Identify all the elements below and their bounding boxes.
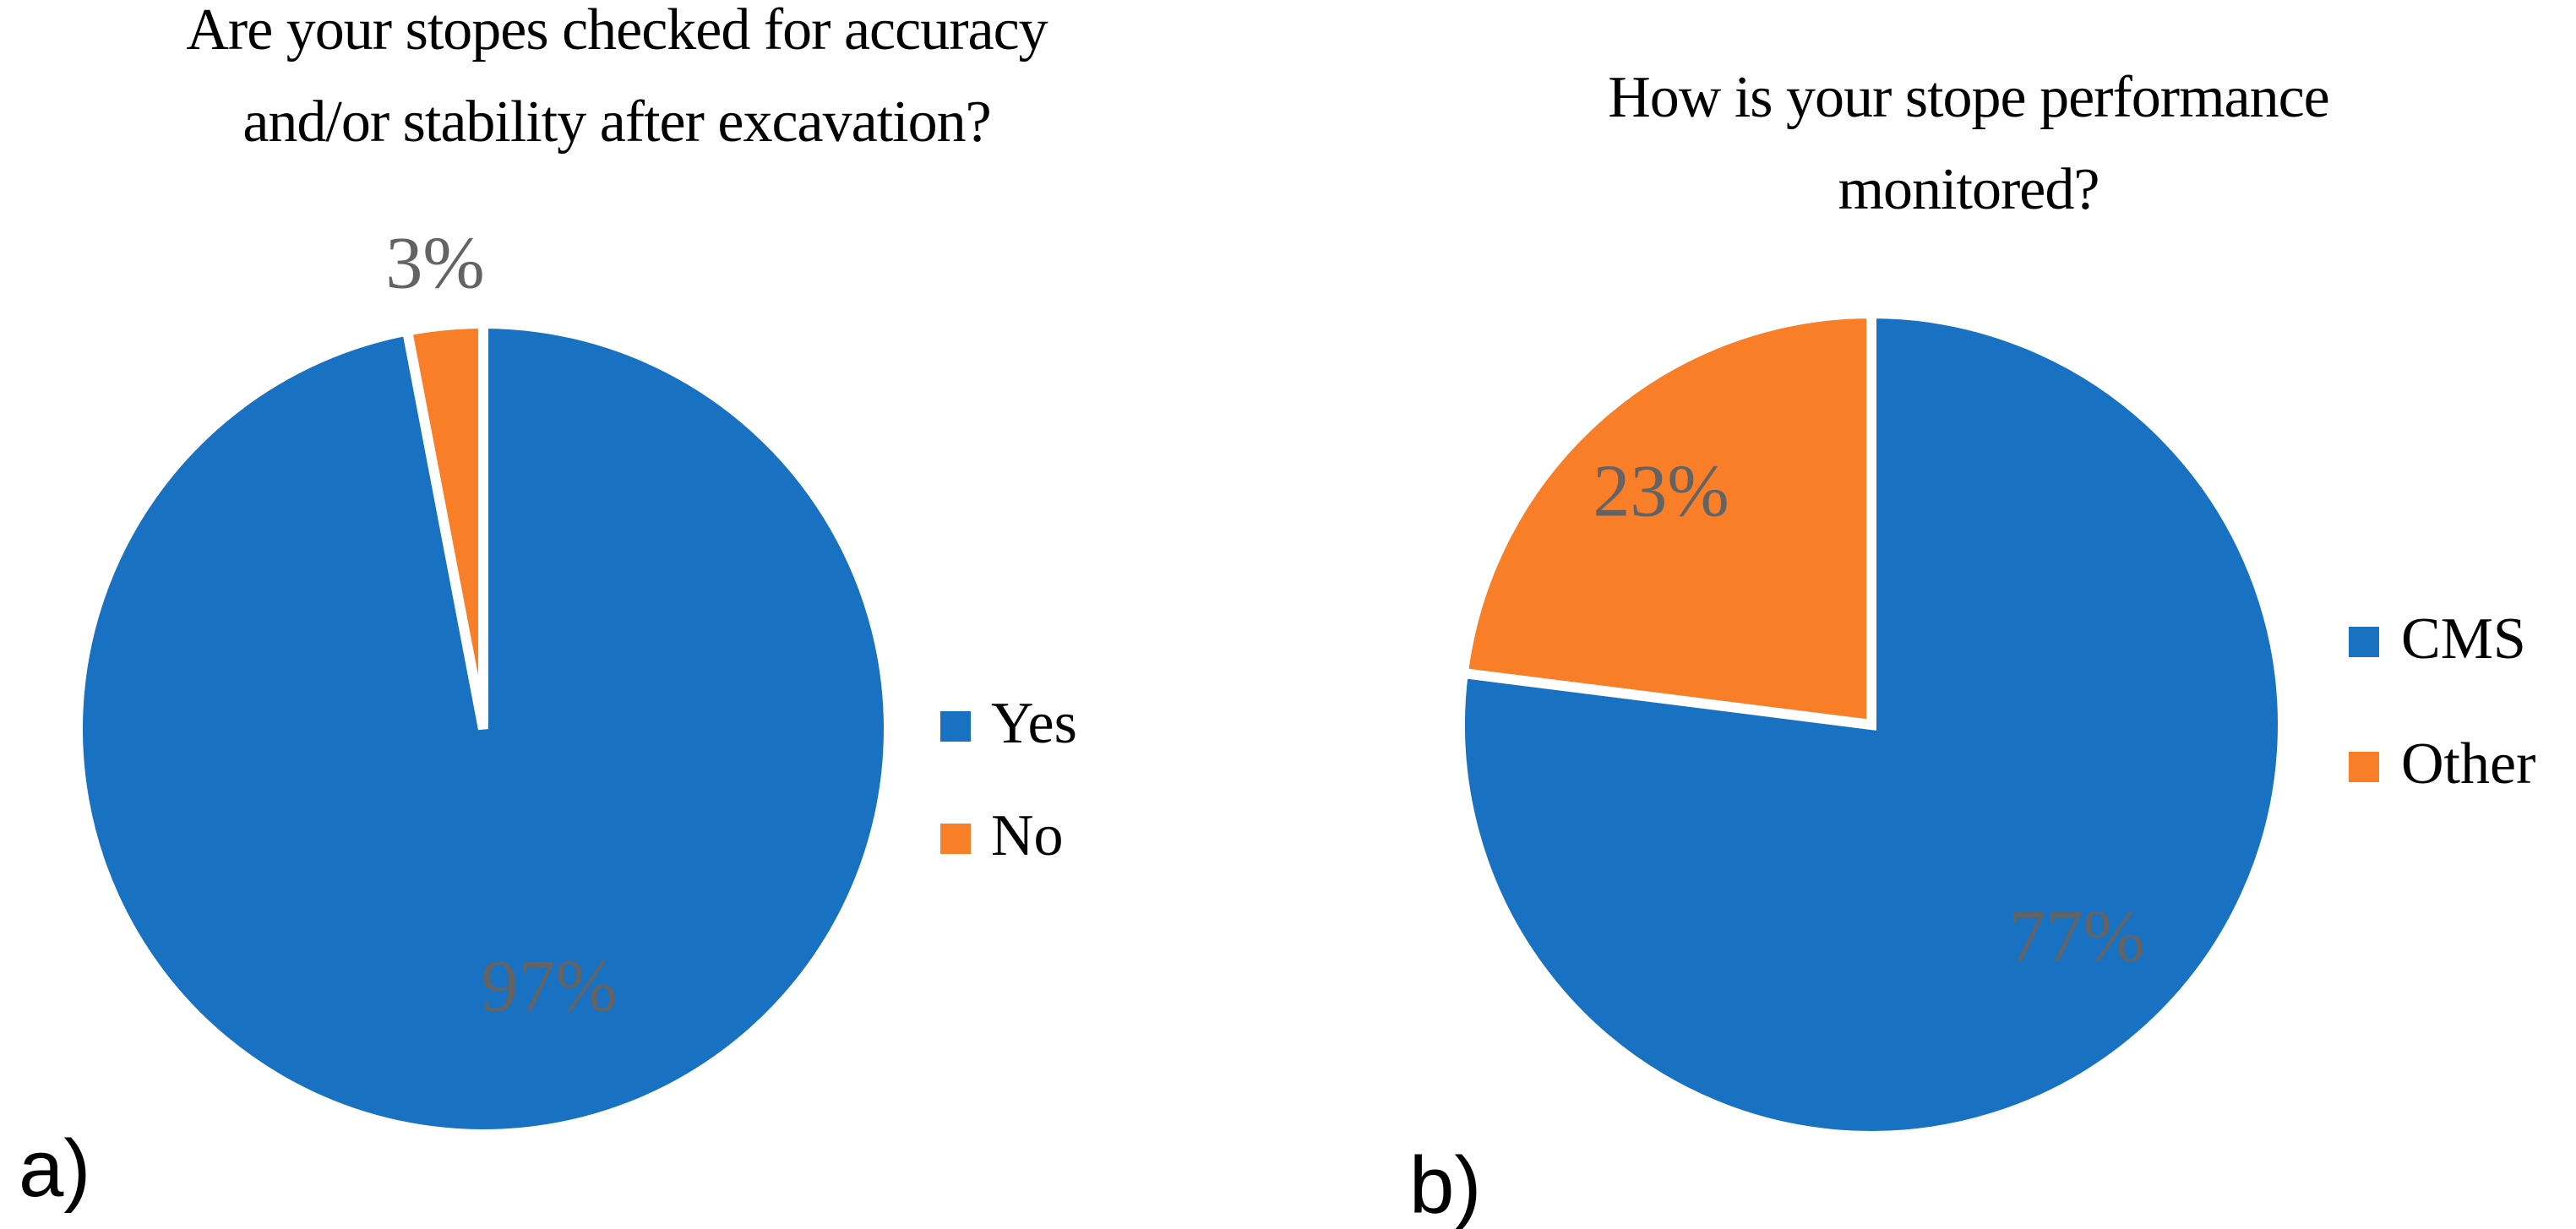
legend-item-no: No: [940, 807, 1064, 866]
chart-title-a-line1: Are your stopes checked for accuracy: [186, 0, 1048, 63]
panel-label-b: b): [1409, 1140, 1482, 1229]
chart-title-b-line1: How is your stope performance: [1608, 65, 2330, 130]
legend-item-yes: Yes: [940, 694, 1077, 753]
pie-slice-other: [1457, 307, 1876, 731]
legend-item-other: Other: [2349, 735, 2535, 794]
legend-swatch-yes-icon: [940, 711, 971, 742]
legend-swatch-no-icon: [940, 824, 971, 854]
legend-item-cms: CMS: [2349, 610, 2526, 669]
legend-swatch-cms-icon: [2349, 627, 2379, 657]
legend-swatch-other-icon: [2349, 752, 2379, 782]
legend-label-no: No: [991, 803, 1064, 868]
chart-title-b: How is your stope performance monitored?: [1377, 52, 2560, 236]
pie-chart-b: [1455, 307, 2288, 1141]
legend-label-cms: CMS: [2401, 606, 2526, 672]
data-label-a-yes: 97%: [481, 945, 618, 1028]
legend-label-other: Other: [2401, 731, 2536, 797]
chart-title-a: Are your stopes checked for accuracy and…: [25, 0, 1208, 168]
panel-label-a: a): [19, 1123, 91, 1214]
chart-title-b-line2: monitored?: [1838, 156, 2100, 222]
data-label-a-no: 3%: [385, 222, 485, 305]
pie-slice-no: [401, 318, 488, 731]
legend-label-yes: Yes: [991, 691, 1077, 756]
chart-title-a-line2: and/or stability after excavation?: [242, 89, 991, 155]
data-label-b-cms: 77%: [2008, 895, 2145, 978]
pie-chart-a: [73, 318, 894, 1139]
data-label-b-other: 23%: [1593, 450, 1729, 533]
